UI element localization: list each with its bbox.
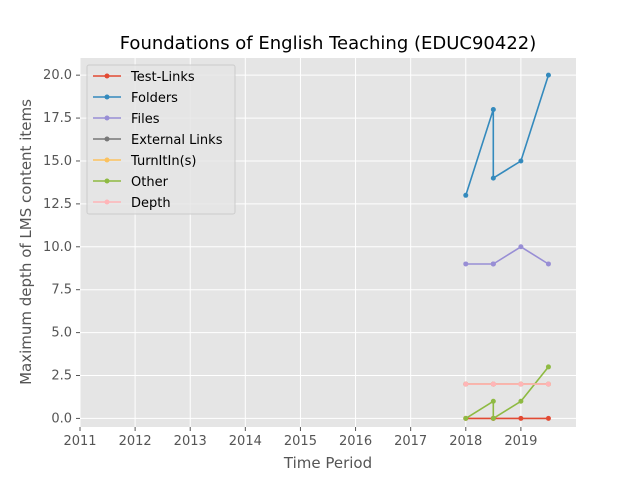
x-tick-label: 2015 xyxy=(284,434,317,449)
legend-label: Depth xyxy=(131,196,171,211)
legend-item: Depth xyxy=(93,196,171,211)
legend-marker xyxy=(104,178,110,184)
data-point-depth xyxy=(463,381,469,387)
data-point-files xyxy=(490,261,496,267)
x-tick-label: 2016 xyxy=(339,434,372,449)
legend-item: Folders xyxy=(93,91,178,106)
x-tick-label: 2012 xyxy=(119,434,152,449)
legend-item: Other xyxy=(93,175,169,190)
data-point-test-links xyxy=(545,415,551,421)
data-point-folders xyxy=(490,106,496,112)
x-axis: 2011 2012 2013 2014 2015 2016 2017 2018 2019 xyxy=(63,427,537,449)
legend-marker xyxy=(104,73,110,79)
data-point-depth xyxy=(490,381,496,387)
series-depth xyxy=(463,381,551,387)
legend-marker xyxy=(104,199,110,205)
data-point-folders xyxy=(490,175,496,181)
legend: Test-Links Folders Files External Links Turn… xyxy=(86,64,236,215)
data-point-other xyxy=(490,415,496,421)
data-point-other xyxy=(490,398,496,404)
series-other xyxy=(463,364,551,421)
y-axis: 0.0 2.5 5.0 7.5 10.0 12.5 15.0 17.5 20.0 xyxy=(43,68,80,426)
legend-item: Test-Links xyxy=(93,70,195,85)
series-layer xyxy=(463,72,551,421)
data-point-folders xyxy=(518,158,524,164)
x-axis-label: Time Period xyxy=(283,454,372,472)
data-point-other xyxy=(518,398,524,404)
legend-label: Other xyxy=(131,175,169,190)
legend-label: Files xyxy=(131,112,160,127)
x-tick-label: 2017 xyxy=(394,434,427,449)
legend-marker xyxy=(104,157,110,163)
x-tick-label: 2013 xyxy=(174,434,207,449)
data-point-files xyxy=(518,244,524,250)
y-tick-label: 7.5 xyxy=(51,283,72,298)
series-line-files xyxy=(465,245,549,265)
legend-label: Test-Links xyxy=(130,70,195,85)
y-tick-label: 15.0 xyxy=(43,154,72,169)
chart-title: Foundations of English Teaching (EDUC904… xyxy=(120,33,537,54)
legend-marker xyxy=(104,136,110,142)
legend-box xyxy=(86,64,236,215)
data-point-other xyxy=(545,364,551,370)
series-files xyxy=(463,244,551,267)
data-point-test-links xyxy=(518,415,524,421)
x-tick-label: 2014 xyxy=(229,434,262,449)
series-folders xyxy=(463,72,551,198)
data-point-other xyxy=(463,415,469,421)
x-tick-label: 2011 xyxy=(63,434,96,449)
y-tick-label: 17.5 xyxy=(43,111,72,126)
legend-item: Files xyxy=(93,112,160,127)
x-tick-label: 2018 xyxy=(449,434,482,449)
data-point-files xyxy=(463,261,469,267)
legend-marker xyxy=(104,94,110,100)
legend-marker xyxy=(104,115,110,121)
y-tick-label: 10.0 xyxy=(43,240,72,255)
data-point-folders xyxy=(463,192,469,198)
legend-label: TurnItIn(s) xyxy=(130,154,196,169)
data-point-folders xyxy=(545,72,551,78)
legend-label: Folders xyxy=(131,91,178,106)
y-tick-label: 5.0 xyxy=(51,326,72,341)
y-tick-label: 2.5 xyxy=(51,369,72,384)
data-point-depth xyxy=(518,381,524,387)
y-axis-label: Maximum depth of LMS content items xyxy=(17,99,35,385)
data-point-files xyxy=(545,261,551,267)
x-tick-label: 2019 xyxy=(504,434,537,449)
y-tick-label: 0.0 xyxy=(51,411,72,426)
legend-label: External Links xyxy=(131,133,223,148)
y-tick-label: 20.0 xyxy=(43,68,72,83)
legend-item: External Links xyxy=(93,133,223,148)
legend-item: TurnItIn(s) xyxy=(93,154,196,169)
data-point-depth xyxy=(545,381,551,387)
y-tick-label: 12.5 xyxy=(43,197,72,212)
